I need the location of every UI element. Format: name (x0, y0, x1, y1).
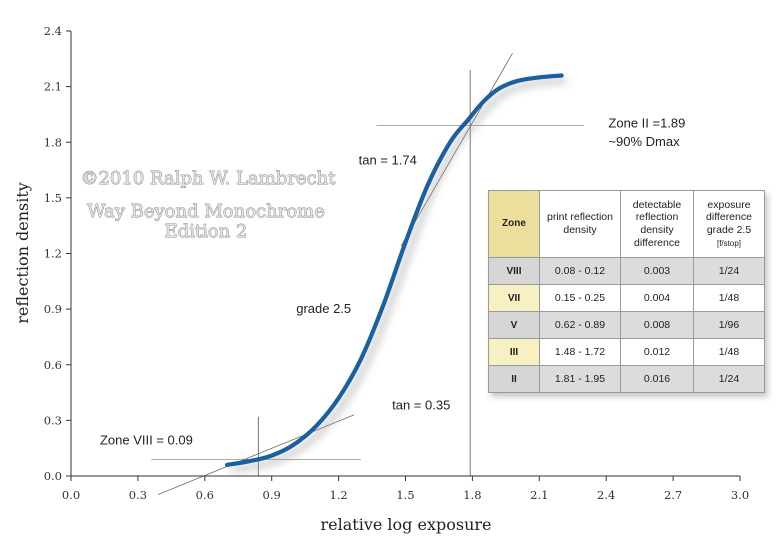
header-exposure-label: exposure difference grade 2.5 (706, 198, 752, 236)
annotation-label: grade 2.5 (296, 301, 351, 316)
curve-shadow (231, 77, 567, 474)
cell-zone: V (488, 311, 540, 339)
x-tick-label: 3.0 (731, 488, 749, 502)
y-tick-label: 1.2 (44, 247, 62, 261)
watermark-line: ©2010 Ralph W. Lambrecht (80, 168, 336, 189)
table-row: VIII 0.08 - 0.12 0.003 1/24 (488, 257, 765, 285)
table-row: V 0.62 - 0.89 0.008 1/96 (488, 311, 765, 339)
annotation-label: Zone II =1.89 (608, 115, 685, 130)
header-print-density: print reflection density (539, 190, 621, 258)
cell-density: 1.81 - 1.95 (539, 365, 621, 393)
cell-diff: 0.012 (620, 338, 694, 366)
y-tick-label: 2.1 (44, 80, 62, 94)
x-axis-title: relative log exposure (321, 515, 492, 534)
header-detectable-difference: detectable reflection density difference (620, 190, 694, 258)
annotations: Zone II =1.89 ~90% Dmax tan = 1.74 grade 2.… (100, 115, 685, 447)
cell-diff: 0.008 (620, 311, 694, 339)
x-tick-label: 1.5 (396, 488, 414, 502)
y-tick-label: 0.9 (44, 302, 62, 316)
x-tick-label: 2.7 (664, 488, 682, 502)
x-tick-label: 0.0 (62, 488, 80, 502)
cell-exposure: 1/24 (693, 257, 765, 285)
y-tick-label: 0.3 (44, 413, 62, 427)
cell-diff: 0.016 (620, 365, 694, 393)
cell-zone: III (488, 338, 540, 366)
cell-exposure: 1/48 (693, 338, 765, 366)
cell-zone: VII (488, 284, 540, 312)
x-tick-label: 1.2 (329, 488, 347, 502)
x-tick-label: 0.6 (196, 488, 214, 502)
y-tick-label: 0.6 (44, 358, 62, 372)
watermark-line: Way Beyond Monochrome (87, 201, 325, 222)
zone-table: Zone print reflection density detectable… (488, 190, 765, 393)
y-tick-label: 2.4 (44, 24, 62, 38)
y-axis-title: reflection density (13, 182, 32, 324)
header-exposure-unit: [f/stop] (716, 238, 741, 248)
header-exposure-difference: exposure difference grade 2.5 [f/stop] (693, 190, 765, 258)
annotation-label: Zone VIII = 0.09 (100, 432, 193, 447)
cell-density: 0.08 - 0.12 (539, 257, 621, 285)
header-zone: Zone (488, 190, 540, 258)
annotation-label: tan = 0.35 (392, 397, 450, 412)
x-tick-label: 1.8 (463, 488, 481, 502)
cell-zone: VIII (488, 257, 540, 285)
watermark-line: Edition 2 (164, 221, 247, 242)
watermark: ©2010 Ralph W. Lambrecht Way Beyond Monoc… (80, 168, 337, 243)
y-tick-label: 1.8 (44, 135, 62, 149)
y-tick-label: 0.0 (44, 469, 62, 483)
annotation-label: ~90% Dmax (608, 134, 680, 149)
cell-exposure: 1/24 (693, 365, 765, 393)
density-curve (225, 73, 564, 467)
cell-zone: II (488, 365, 540, 393)
cell-exposure: 1/96 (693, 311, 765, 339)
axes: 0.0 0.3 0.6 0.9 1.2 1.5 1.8 2.1 2.4 2.7 3.0 0.0 0.3 0… (44, 24, 749, 502)
annotation-label: tan = 1.74 (359, 153, 417, 168)
y-tick-label: 1.5 (44, 191, 62, 205)
cell-density: 0.62 - 0.89 (539, 311, 621, 339)
cell-diff: 0.003 (620, 257, 694, 285)
cell-diff: 0.004 (620, 284, 694, 312)
table-row: II 1.81 - 1.95 0.016 1/24 (488, 365, 765, 393)
cell-exposure: 1/48 (693, 284, 765, 312)
x-tick-label: 0.9 (263, 488, 281, 502)
table-header-row: Zone print reflection density detectable… (488, 190, 765, 258)
x-tick-label: 2.1 (530, 488, 548, 502)
table-row: VII 0.15 - 0.25 0.004 1/48 (488, 284, 765, 312)
x-tick-label: 0.3 (129, 488, 147, 502)
table-row: III 1.48 - 1.72 0.012 1/48 (488, 338, 765, 366)
x-tick-label: 2.4 (597, 488, 615, 502)
cell-density: 1.48 - 1.72 (539, 338, 621, 366)
characteristic-curve (225, 73, 567, 474)
cell-density: 0.15 - 0.25 (539, 284, 621, 312)
